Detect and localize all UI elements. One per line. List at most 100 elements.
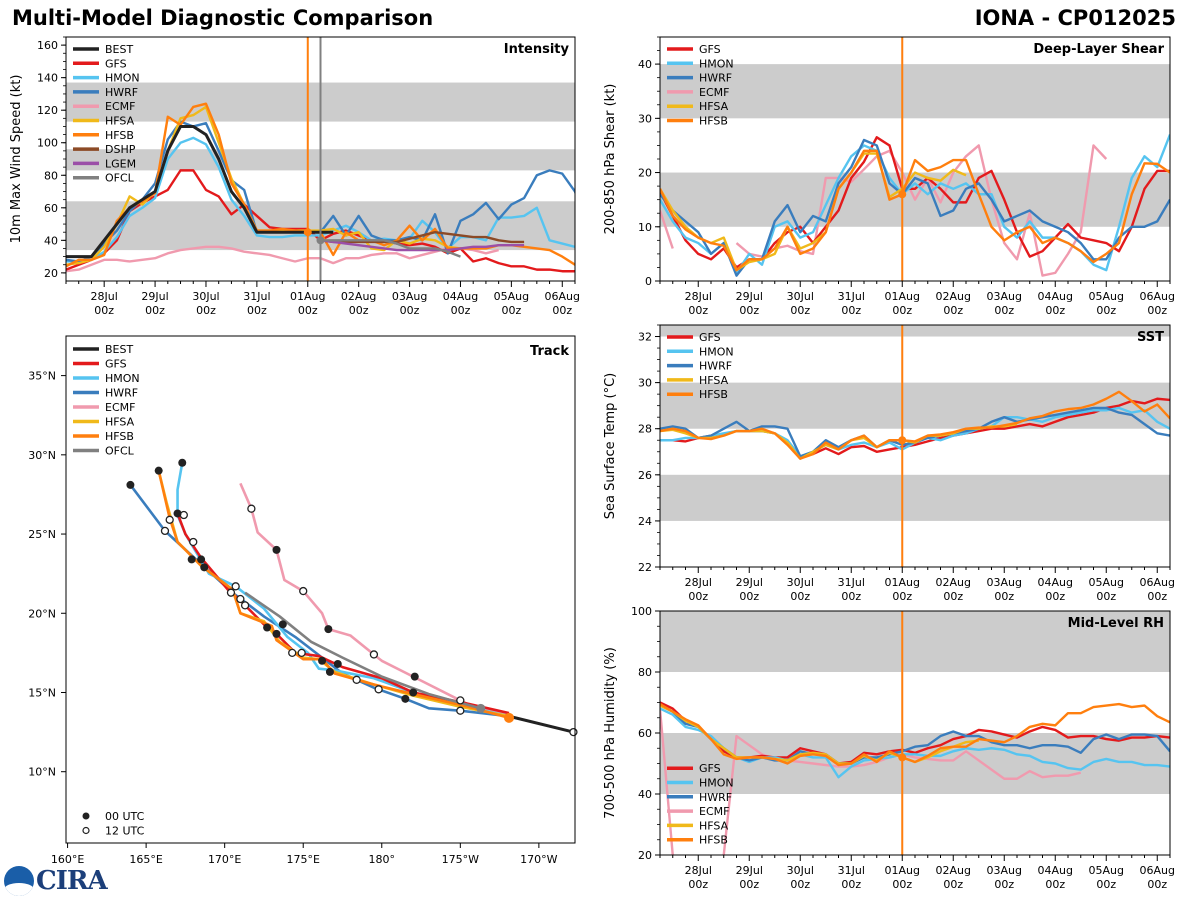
legend-item-hmon: HMON [73,72,140,85]
chart-intensity: 20 40 60 80 100 120 140 160 10m Max Wind Speed (… [9,36,580,317]
x-tick-label: 00z [739,304,759,317]
marker-00utc [318,656,327,665]
x-tick-label: 06Aug [1140,864,1175,877]
legend-label: BEST [105,43,133,56]
legend-item-hmon: HMON [667,345,734,358]
storm-id-title: IONA - CP012025 [974,6,1176,30]
legend-label: HFSA [699,100,729,113]
legend-item-gfs: GFS [667,762,721,775]
series-line-hmon [660,707,1170,779]
filled-dot-icon [82,812,90,820]
x-tick-label: 03Aug [392,290,427,303]
x-tick-label: 28Jul [91,290,118,303]
legend-label: GFS [699,43,721,56]
x-tick-label: 05Aug [1089,290,1124,303]
hfsb-init-marker [303,228,312,237]
legend-label: GFS [699,331,721,344]
plot-frame [659,610,1171,856]
x-tick-label: 00z [552,304,572,317]
legend-label: OFCL [105,445,135,458]
legend-label: HFSB [105,430,134,443]
marker-12utc [231,582,240,591]
x-tick-label: 00z [841,304,861,317]
hfsb-init-marker [898,753,907,762]
marker-12utc [569,727,578,737]
marker-12utc [297,648,306,658]
x-tick-label: 00z [1045,878,1065,891]
y-tick-label: 24 [638,515,652,528]
x-tick-label: 00z [451,304,471,317]
legend-item-ofcl: OFCL [73,172,135,185]
y-tick-label: 26 [638,469,652,482]
x-tick-label: 01Aug [885,576,920,589]
legend-label: HWRF [699,791,732,804]
legend-label: ECMF [699,86,729,99]
threshold-band [660,325,1170,337]
y-tick-label: 160 [37,39,58,52]
marker-00utc [410,672,419,681]
x-tick-label: 00z [1147,304,1167,317]
threshold-band [660,64,1170,119]
marker-12utc [456,696,465,705]
legend-item-hwrf: HWRF [667,360,732,373]
track-line-gfs [176,512,510,715]
x-tick-label: 00z [501,304,521,317]
legend-item-best: BEST [73,43,133,56]
legend-label: HMON [699,345,734,358]
marker-12utc [160,526,170,536]
legend-label: GFS [105,358,127,371]
noaa-logo-icon [4,866,34,896]
x-tick-label: 04Aug [443,290,478,303]
y-tick-label: 10 [638,221,652,234]
marker-00utc [126,480,135,489]
hfsb-init-marker [898,436,907,445]
x-tick-label: 03Aug [987,576,1022,589]
y-axis-label: 10m Max Wind Speed (kt) [9,75,24,244]
series-line-hwrf [66,120,575,263]
legend-item-gfs: GFS [73,358,127,371]
legend-label: HMON [699,57,734,70]
y-tick-label: 80 [44,169,58,182]
y-tick-label: 30 [638,377,652,390]
x-tick-label: 06Aug [1140,290,1175,303]
marker-12utc [352,675,361,684]
y-tick-label: 100 [37,137,58,150]
x-tick-label: 00z [739,878,759,891]
x-tick-label: 31Jul [838,290,865,303]
chart-rh: 20 40 60 80 100 700-500 hPa Humidity (%) 28Jul… [603,605,1175,891]
marker-00utc [154,466,163,475]
y-tick-label: 28 [638,423,652,436]
marker-00utc [187,555,196,564]
legend-label: HWRF [105,86,138,99]
x-tick-label: 05Aug [494,290,529,303]
plot-frame [65,36,576,282]
legend-label: HFSB [699,388,728,401]
legend-item-ofcl: OFCL [73,445,135,458]
marker-12utc [369,650,379,659]
legend-item-hfsa: HFSA [667,100,729,113]
x-tick-label: 00z [892,304,912,317]
y-tick-label: 40 [638,58,652,71]
x-tick-label: 31Jul [838,576,865,589]
x-tick-label: 00z [994,878,1014,891]
marker-00utc [178,458,187,467]
legend-label: ECMF [105,401,135,414]
y-tick-label: 0 [645,275,652,288]
legend-label: HFSA [105,416,135,429]
series-line-dshp [320,230,525,244]
x-tick-label: 31Jul [243,290,270,303]
x-tick-label: 00z [994,590,1014,603]
x-tick-label: 00z [400,304,420,317]
x-tick-label: 29Jul [736,864,763,877]
marker-00utc [401,694,410,703]
y-tick-label: 32 [638,331,652,344]
legend-label: HFSA [699,374,729,387]
marker-00utc [173,509,182,518]
marker-00utc [197,555,206,564]
legend-label: LGEM [105,157,136,170]
marker-12utc [226,588,236,597]
threshold-band [660,474,1170,521]
series-group [660,701,1170,855]
y-tick-label: 120 [37,104,58,117]
